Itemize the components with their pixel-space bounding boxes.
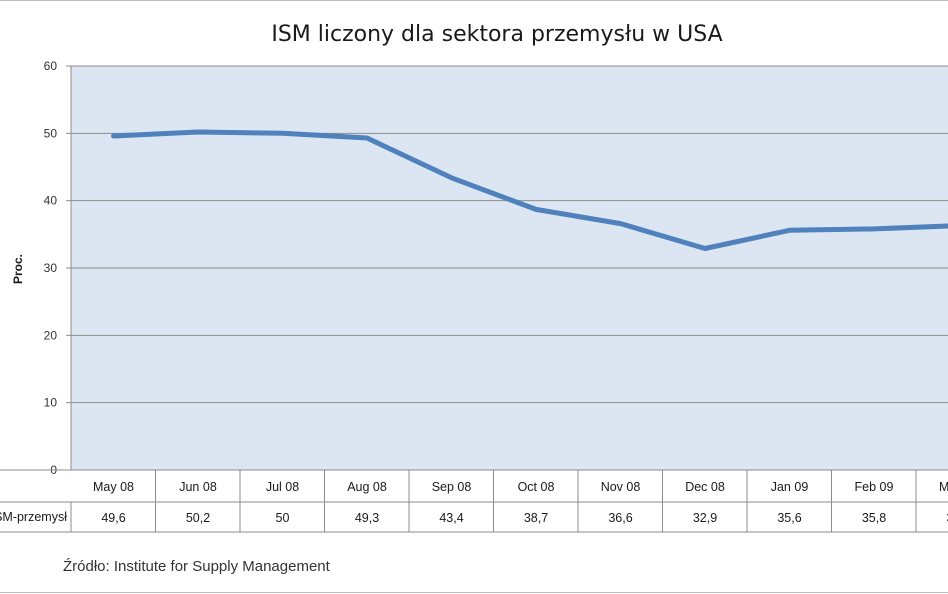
- y-tick-label: 60: [44, 59, 58, 73]
- y-axis-label: Proc.: [11, 254, 25, 284]
- data-value-label: 43,4: [439, 511, 463, 525]
- data-value-label: 35,8: [862, 511, 886, 525]
- data-value-label: 36,6: [608, 511, 632, 525]
- y-tick-label: 40: [44, 194, 58, 208]
- y-tick-label: 30: [44, 261, 58, 275]
- data-value-label: 49,3: [355, 511, 379, 525]
- data-value-label: 35,6: [777, 511, 801, 525]
- x-category-label: Oct 08: [518, 480, 555, 494]
- x-category-label: May 08: [93, 480, 134, 494]
- x-category-label: Sep 08: [432, 480, 472, 494]
- x-category-label: Nov 08: [601, 480, 641, 494]
- x-category-label: Aug 08: [347, 480, 387, 494]
- y-tick-label: 50: [44, 126, 58, 140]
- data-value-label: 50,2: [186, 511, 210, 525]
- data-value-label: 38,7: [524, 511, 548, 525]
- data-table: May 08 Jun 08 Jul 08 Aug 08 Sep 08 Oct 08 Nov …: [0, 470, 948, 532]
- data-value-label: 49,6: [101, 511, 125, 525]
- chart-title: ISM liczony dla sektora przemysłu w USA: [271, 22, 722, 47]
- y-tick-label: 20: [44, 328, 58, 342]
- x-category-label: Mar 09: [939, 480, 948, 494]
- y-tick-label: 10: [44, 396, 58, 410]
- x-category-label: Feb 09: [855, 480, 894, 494]
- x-category-label: Jun 08: [179, 480, 217, 494]
- x-category-label: Dec 08: [685, 480, 725, 494]
- data-value-label: 50: [276, 511, 290, 525]
- source-note: Źródło: Institute for Supply Management: [63, 558, 331, 575]
- x-category-label: Jan 09: [771, 480, 809, 494]
- series-name-label: ISM-przemysł: [0, 510, 67, 524]
- x-category-label: Jul 08: [266, 480, 299, 494]
- data-value-label: 32,9: [693, 511, 717, 525]
